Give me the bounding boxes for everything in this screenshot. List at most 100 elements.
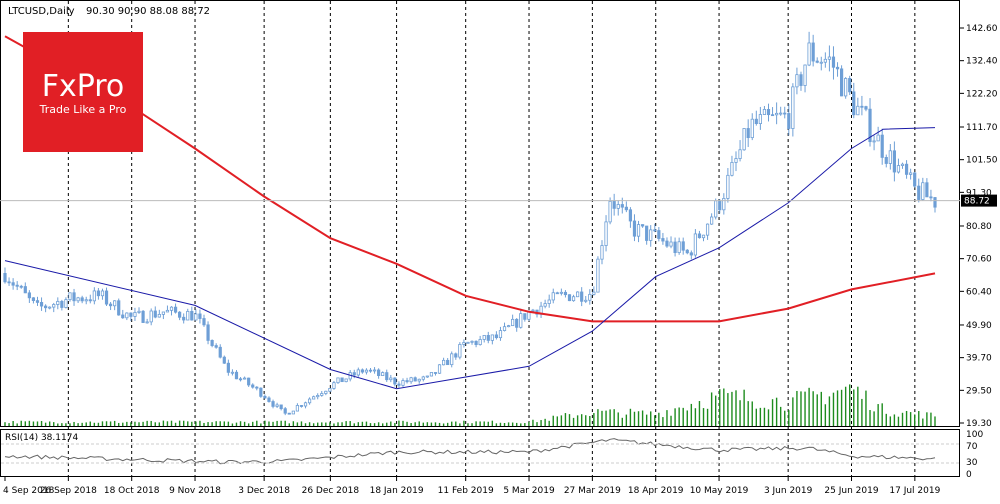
candle-body xyxy=(133,312,137,317)
candle-body xyxy=(462,342,466,345)
candle-body xyxy=(295,405,300,412)
logo-brand: FxPro xyxy=(42,69,125,104)
candle-body xyxy=(157,313,161,318)
candle-body xyxy=(608,200,612,223)
candle-body xyxy=(92,290,96,302)
ohlc-label: 90.30 90.90 88.08 88.72 xyxy=(86,6,210,17)
rsi-axis-label: 100 xyxy=(966,430,983,440)
candle-body xyxy=(567,294,572,302)
candle-body xyxy=(39,302,44,307)
candle-body xyxy=(458,344,462,358)
candle-body xyxy=(925,182,929,198)
candle-body xyxy=(450,353,454,366)
candle-body xyxy=(909,172,913,175)
candle-body xyxy=(117,300,121,316)
price-axis-label: 29.50 xyxy=(966,386,992,396)
price-axis-label: 70.60 xyxy=(966,255,992,265)
candle-body xyxy=(364,369,369,373)
candle-body xyxy=(202,318,206,326)
candle-body xyxy=(113,300,117,307)
price-axis-label: 49.90 xyxy=(966,321,992,331)
candle-body xyxy=(19,285,23,288)
candle-body xyxy=(291,410,295,415)
time-axis-label: 18 Oct 2018 xyxy=(104,486,160,496)
time-axis-label: 3 Dec 2018 xyxy=(238,486,290,496)
candle-body xyxy=(681,241,685,251)
candle-body xyxy=(645,225,649,241)
candle-body xyxy=(803,64,807,86)
candle-body xyxy=(657,230,661,239)
candle-body xyxy=(604,221,608,246)
candle-body xyxy=(104,290,109,305)
time-axis-label: 17 Jul 2019 xyxy=(889,486,940,496)
candle-body xyxy=(896,165,901,173)
candle-body xyxy=(730,162,734,176)
candle-body xyxy=(689,252,693,256)
candle-body xyxy=(206,324,210,341)
candle-body xyxy=(705,223,710,236)
candle-body xyxy=(580,291,584,302)
candle-body xyxy=(710,216,714,225)
candle-body xyxy=(551,292,555,301)
time-axis-label: 3 Jun 2019 xyxy=(764,486,813,496)
candle-body xyxy=(669,241,673,247)
candle-body xyxy=(409,377,413,383)
candle-body xyxy=(714,200,718,218)
candle-body xyxy=(677,241,681,254)
candle-body xyxy=(726,174,730,199)
rsi-axis-label: 70 xyxy=(966,442,978,452)
candle-body xyxy=(762,109,767,115)
candle-body xyxy=(584,299,588,302)
svg-text:88.72: 88.72 xyxy=(964,197,990,207)
time-axis-label: 4 Sep 2018 xyxy=(3,486,55,496)
candle-body xyxy=(742,128,746,151)
candle-body xyxy=(332,382,336,389)
candle-body xyxy=(153,310,157,318)
candle-body xyxy=(222,356,226,364)
current-price-tag: 88.72 xyxy=(961,194,997,207)
candle-body xyxy=(506,325,511,328)
rsi-line xyxy=(4,438,936,465)
candle-body xyxy=(275,404,279,407)
candle-body xyxy=(263,395,267,399)
price-axis-label: 60.40 xyxy=(966,287,992,297)
candle-body xyxy=(531,309,535,312)
candle-body xyxy=(795,74,799,88)
candle-body xyxy=(316,395,320,398)
candle-body xyxy=(799,74,803,86)
candle-body xyxy=(612,200,616,209)
candle-body xyxy=(303,402,308,407)
candle-body xyxy=(230,371,235,374)
candle-body xyxy=(478,339,482,346)
candle-body xyxy=(72,292,76,302)
candle-body xyxy=(661,238,665,242)
candle-body xyxy=(649,229,653,241)
candle-body xyxy=(628,209,633,222)
candle-body xyxy=(892,150,896,173)
candle-body xyxy=(770,114,775,117)
candle-body xyxy=(779,112,783,115)
candle-body xyxy=(417,378,421,382)
candle-body xyxy=(165,309,170,313)
candle-body xyxy=(758,114,762,124)
time-axis-label: 18 Jan 2019 xyxy=(370,486,424,496)
candle-body xyxy=(665,240,669,247)
candle-body xyxy=(108,303,113,307)
candle-body xyxy=(372,369,377,372)
candle-body xyxy=(856,105,860,116)
candle-body xyxy=(178,311,182,318)
candle-body xyxy=(819,61,823,64)
candle-body xyxy=(697,233,702,239)
candle-body xyxy=(494,334,498,339)
candle-body xyxy=(864,106,868,110)
candle-body xyxy=(596,258,600,293)
vertical-grid xyxy=(67,1,916,476)
candle-body xyxy=(616,204,620,209)
candlesticks xyxy=(3,31,937,416)
candle-body xyxy=(900,163,905,166)
candle-body xyxy=(446,359,450,366)
candle-body xyxy=(238,378,243,381)
candle-body xyxy=(482,335,486,340)
